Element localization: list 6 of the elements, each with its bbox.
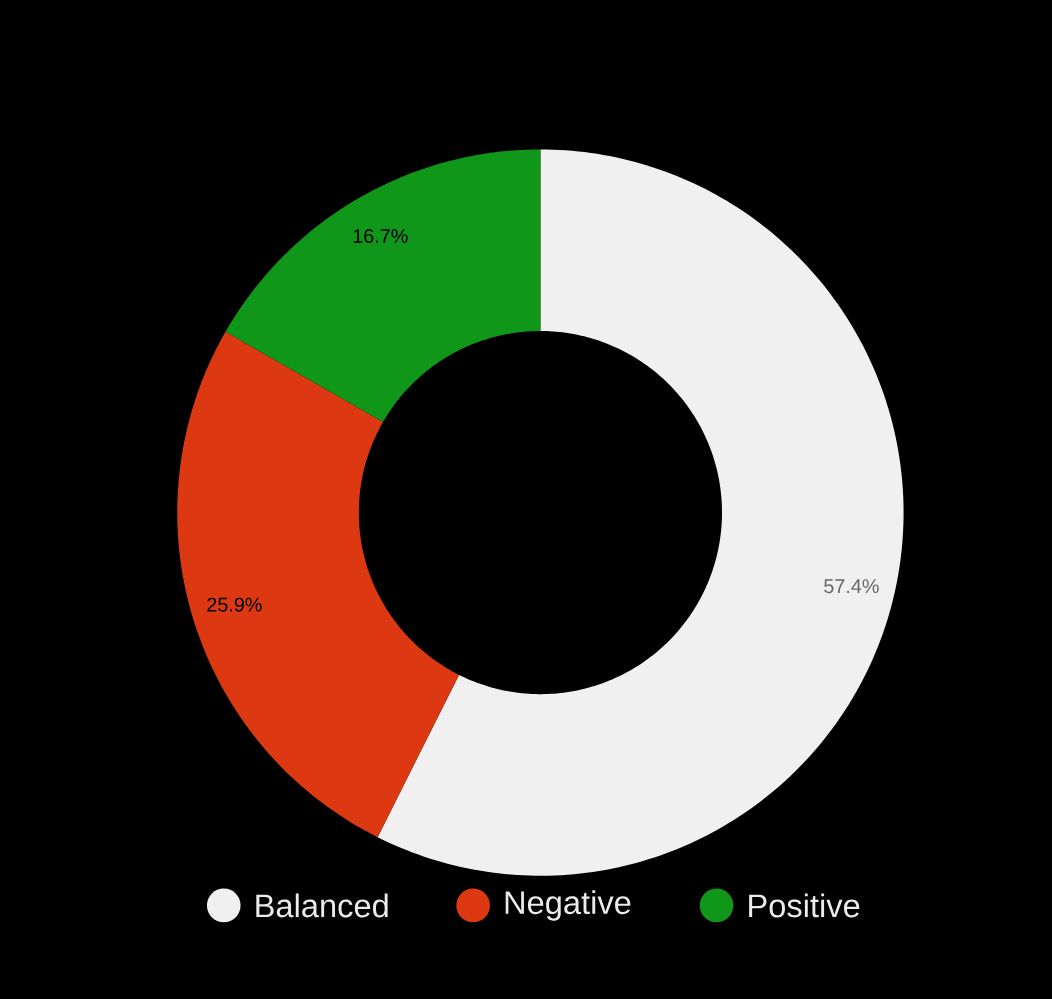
data-label: 16.7%	[353, 228, 408, 243]
legend-label: Balanced	[256, 893, 388, 918]
legend-label: Negative	[505, 889, 631, 921]
data-label: 25.9%	[207, 597, 262, 612]
legend-label: Positive	[749, 893, 860, 918]
data-label: 57.4%	[824, 579, 879, 593]
